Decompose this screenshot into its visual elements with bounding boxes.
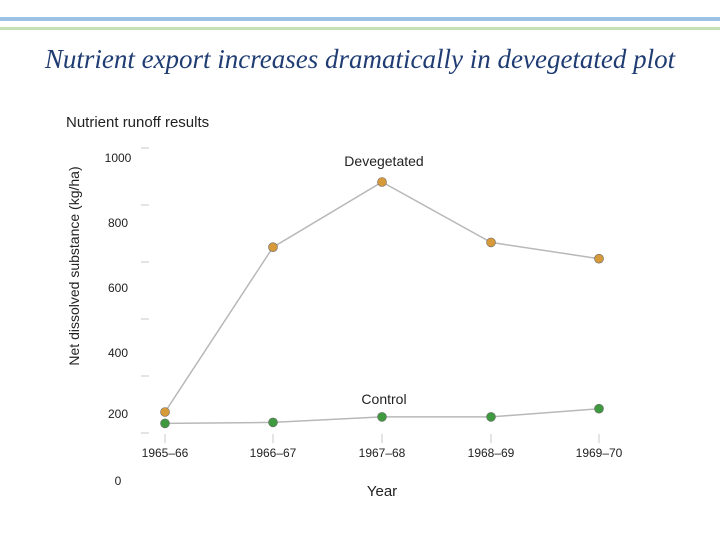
x-tick-label: 1966–67 [250,446,297,460]
y-tick-label: 400 [108,346,128,360]
x-tick-label: 1965–66 [142,446,189,460]
x-tick-label: 1967–68 [359,446,406,460]
y-axis-ticks: 1000 800 600 400 200 0 [105,147,149,488]
data-point [594,253,604,264]
x-tick-label: 1969–70 [576,446,623,460]
y-tick-label: 600 [108,281,128,295]
series-layer: Devegetated Control [160,153,604,429]
series-label: Control [361,391,406,407]
y-tick-label: 800 [108,216,128,230]
data-point [268,417,278,428]
data-point [486,237,496,248]
data-point [268,242,278,252]
y-axis-label: Net dissolved substance (kg/ha) [66,166,82,365]
data-point [594,403,604,414]
data-point [160,418,170,429]
header-accent-bar-blue [0,17,720,21]
y-tick-label: 200 [108,407,128,421]
y-tick-label: 0 [115,474,122,488]
data-point [377,412,387,422]
data-point [377,177,387,187]
series-label: Devegetated [344,153,423,169]
x-axis-ticks: 1965–66 1966–67 1967–68 1968–69 1969–70 [142,434,623,460]
x-tick-label: 1968–69 [468,446,515,460]
header-accent-bar-green [0,27,720,30]
x-axis-label: Year [367,483,397,500]
data-point [486,412,496,422]
data-point [160,407,170,417]
slide-title: Nutrient export increases dramatically i… [44,44,676,74]
series-line [164,181,600,413]
y-tick-label: 1000 [105,151,132,165]
chart-title: Nutrient runoff results [66,114,209,131]
